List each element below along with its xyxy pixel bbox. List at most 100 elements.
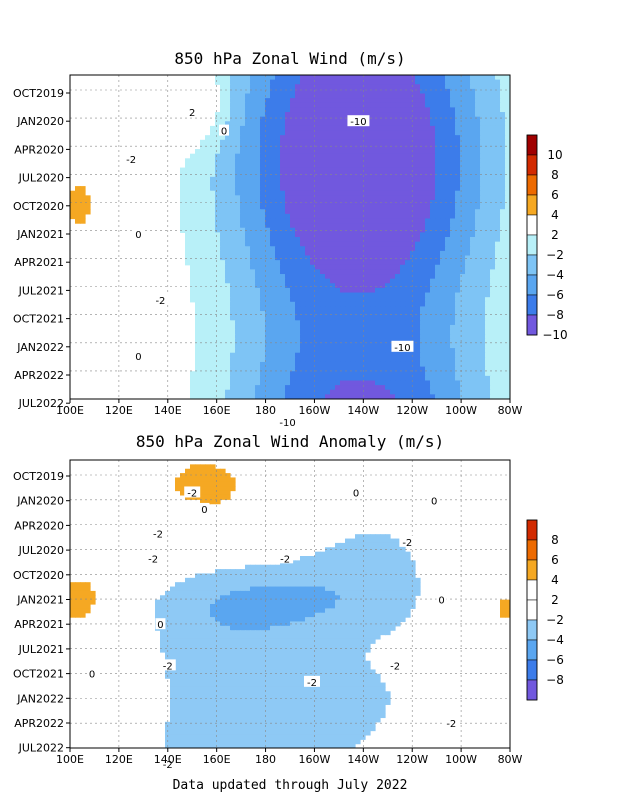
top-wind-cell <box>235 135 241 141</box>
bottom-anomaly-cell <box>210 477 216 483</box>
top-wind-cell <box>490 348 496 354</box>
top-wind-cell <box>465 209 471 215</box>
top-wind-cell <box>280 213 286 220</box>
top-wind-cell <box>460 264 466 270</box>
top-wind-cell <box>245 135 251 141</box>
top-wind-cell <box>275 93 281 99</box>
top-wind-cell <box>445 176 451 183</box>
top-wind-cell <box>420 283 426 289</box>
bottom-anomaly-cell <box>380 564 386 570</box>
top-wind-cell <box>350 297 356 303</box>
top-wind-cell <box>310 88 316 95</box>
top-wind-cell <box>290 223 296 229</box>
top-wind-cell <box>215 186 221 192</box>
top-wind-cell <box>435 329 441 335</box>
top-wind-cell <box>330 98 336 104</box>
top-wind-cell <box>315 297 321 303</box>
top-wind-cell <box>200 269 206 275</box>
top-wind-cell <box>340 324 346 331</box>
bottom-anomaly-cell <box>300 569 306 575</box>
top-ytick-label: JAN2020 <box>16 115 64 128</box>
top-wind-cell <box>280 153 286 159</box>
top-wind-cell <box>445 315 451 321</box>
top-wind-cell <box>270 260 276 266</box>
top-wind-cell <box>465 278 471 284</box>
top-wind-cell <box>335 107 341 113</box>
top-wind-cell <box>405 264 411 270</box>
top-wind-cell <box>385 172 391 178</box>
top-wind-cell <box>440 338 446 345</box>
top-wind-cell <box>365 274 371 280</box>
top-colorbar-swatch <box>526 314 538 336</box>
top-wind-cell <box>505 79 510 85</box>
top-wind-cell <box>220 204 226 210</box>
top-wind-cell <box>200 195 206 201</box>
top-wind-cell <box>180 213 186 220</box>
top-wind-cell <box>435 135 441 141</box>
top-wind-cell <box>220 375 226 382</box>
top-wind-cell <box>245 190 251 196</box>
top-wind-cell <box>210 269 216 275</box>
top-wind-cell <box>265 98 271 104</box>
top-wind-cell <box>255 162 261 169</box>
top-wind-cell <box>255 250 261 257</box>
top-wind-cell <box>440 218 446 224</box>
top-wind-cell <box>285 153 291 159</box>
top-wind-cell <box>275 116 281 122</box>
bottom-anomaly-cell <box>345 577 351 583</box>
top-wind-cell <box>235 274 241 280</box>
bottom-anomaly-cell <box>365 582 371 588</box>
bottom-anomaly-cell <box>330 577 336 583</box>
top-wind-cell <box>225 375 231 382</box>
top-wind-cell <box>355 237 361 243</box>
top-wind-cell <box>465 338 471 345</box>
top-wind-cell <box>310 380 316 386</box>
top-wind-cell <box>410 241 416 247</box>
top-wind-cell <box>210 246 216 252</box>
top-contour-label-bg <box>152 293 169 305</box>
top-wind-cell <box>390 130 396 136</box>
bottom-anomaly-cell <box>265 582 271 588</box>
top-wind-cell <box>285 102 291 108</box>
top-wind-cell <box>255 260 261 266</box>
bottom-anomaly-cell <box>190 586 196 592</box>
bottom-anomaly-cell <box>250 569 256 575</box>
top-wind-cell <box>430 278 436 284</box>
top-wind-cell <box>505 223 510 229</box>
top-wind-cell <box>235 357 241 363</box>
top-wind-cell <box>360 237 366 243</box>
top-wind-cell <box>500 357 506 363</box>
top-wind-cell <box>310 237 316 243</box>
top-wind-cell <box>240 389 246 395</box>
top-wind-cell <box>470 79 476 85</box>
top-wind-cell <box>235 209 241 215</box>
top-wind-cell <box>330 394 336 399</box>
top-wind-cell <box>345 167 351 173</box>
top-wind-cell <box>285 301 291 308</box>
top-wind-cell <box>410 227 416 233</box>
bottom-anomaly-cell <box>350 577 356 583</box>
top-wind-cell <box>195 227 201 233</box>
top-wind-cell <box>390 144 396 150</box>
top-wind-cell <box>270 199 276 206</box>
top-wind-cell <box>210 139 216 146</box>
top-wind-cell <box>335 375 341 382</box>
top-wind-cell <box>415 116 421 122</box>
top-wind-cell <box>390 172 396 178</box>
bottom-anomaly-cell <box>370 564 376 570</box>
top-wind-cell <box>325 153 331 159</box>
top-wind-cell <box>350 357 356 363</box>
top-wind-cell <box>400 352 406 358</box>
top-wind-cell <box>255 348 261 354</box>
top-wind-cell <box>465 218 471 224</box>
top-wind-cell <box>340 306 346 312</box>
top-wind-cell <box>420 315 426 321</box>
top-wind-cell <box>225 204 231 210</box>
top-wind-cell <box>410 260 416 266</box>
top-wind-cell <box>435 112 441 118</box>
top-wind-cell <box>450 112 456 118</box>
top-wind-cell <box>455 380 461 386</box>
top-wind-cell <box>435 389 441 395</box>
top-wind-cell <box>235 102 241 108</box>
top-wind-cell <box>480 306 486 312</box>
